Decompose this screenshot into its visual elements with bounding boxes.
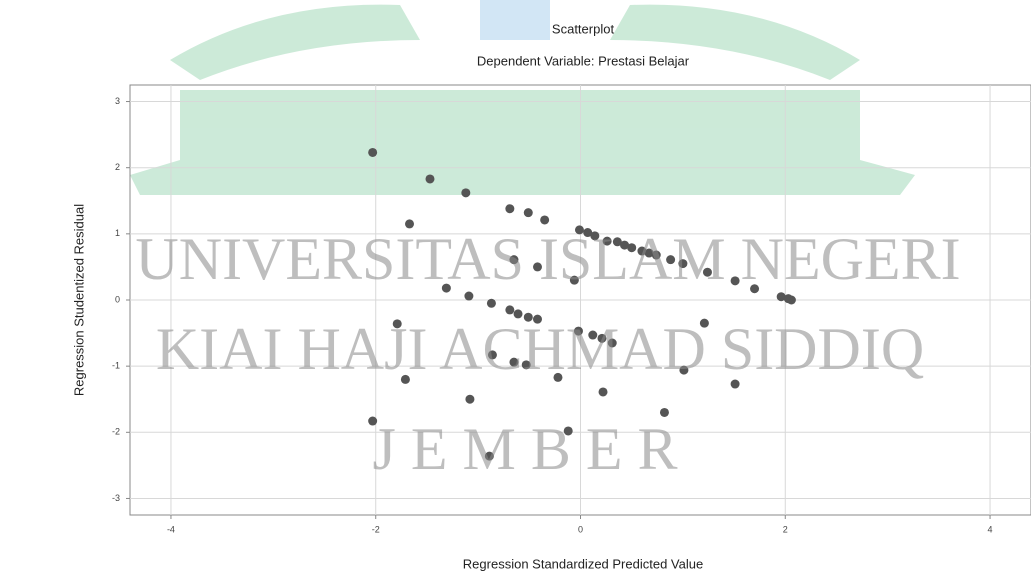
x-tick-label: 0 xyxy=(578,524,583,534)
y-tick-label: 2 xyxy=(115,162,120,172)
y-tick-label: 0 xyxy=(115,294,120,304)
x-tick-label: 4 xyxy=(988,524,993,534)
point xyxy=(784,294,793,303)
point xyxy=(368,148,377,157)
y-tick-label: -1 xyxy=(112,361,120,371)
point xyxy=(465,395,474,404)
chart-title: Scatterplot xyxy=(552,21,615,36)
point xyxy=(464,292,473,301)
point xyxy=(505,305,514,314)
point xyxy=(487,299,496,308)
watermark-line: UNIVERSITAS ISLAM NEGERI xyxy=(135,226,960,292)
point xyxy=(425,174,434,183)
y-tick-label: 1 xyxy=(115,228,120,238)
watermark-line: KIAI HAJI ACHMAD SIDDIQ xyxy=(156,316,924,382)
y-tick-label: 3 xyxy=(115,96,120,106)
point xyxy=(540,215,549,224)
x-tick-label: 2 xyxy=(783,524,788,534)
chart-subtitle: Dependent Variable: Prestasi Belajar xyxy=(477,53,690,68)
x-tick-label: -2 xyxy=(372,524,380,534)
point xyxy=(461,188,470,197)
y-tick-label: -3 xyxy=(112,493,120,503)
logo-watermark xyxy=(130,0,915,195)
point xyxy=(524,208,533,217)
chart: -4 -2 0 2 4 -3 -2 -1 0 1 2 3 Scatterplot Dependent … xyxy=(0,0,1031,576)
watermark-line: J E M B E R xyxy=(372,416,677,482)
point xyxy=(599,387,608,396)
y-axis-label: Regression Studentized Residual xyxy=(71,204,86,396)
x-tick-label: -4 xyxy=(167,524,175,534)
y-tick-label: -2 xyxy=(112,427,120,437)
point xyxy=(505,204,514,213)
x-axis-label: Regression Standardized Predicted Value xyxy=(463,556,703,571)
